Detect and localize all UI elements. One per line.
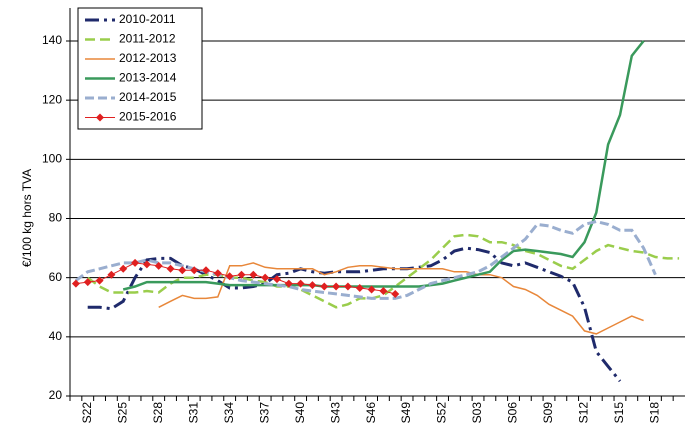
series-line [86,233,680,309]
series-line [87,246,622,383]
x-tick-label: S09 [541,402,555,424]
legend-label: 2014-2015 [119,90,177,104]
point-marker [107,270,116,279]
legend-label: 2013-2014 [119,71,177,85]
point-marker [142,260,151,269]
x-tick-label: S46 [364,402,378,424]
x-tick-label: S18 [648,402,662,424]
point-marker [95,276,104,285]
legend-label: 2012-2013 [119,51,177,65]
point-marker [237,270,246,279]
x-tick-label: S52 [435,402,449,424]
point-marker [355,284,364,293]
point-marker [332,282,341,291]
y-tick-label: 120 [42,92,62,106]
point-marker [249,270,258,279]
y-tick-label: 60 [49,270,63,284]
point-marker [213,269,222,278]
x-tick-label: S40 [293,402,307,424]
point-marker [71,279,80,288]
point-marker [296,279,305,288]
point-marker [190,266,199,275]
x-tick-label: S03 [470,402,484,424]
point-marker [320,282,329,291]
point-marker [154,261,163,270]
y-axis-label: €/100 kg hors TVA [20,169,34,267]
x-tick-label: S31 [186,402,200,424]
point-marker [308,281,317,290]
x-tick-label: S25 [115,402,129,424]
legend-marker [96,113,104,122]
point-marker [284,279,293,288]
legend-label: 2011-2012 [119,32,176,46]
point-marker [166,264,175,273]
y-tick-label: 40 [49,329,63,343]
x-tick-label: S34 [222,402,236,424]
series-line [75,262,396,295]
legend-label: 2010-2011 [119,12,176,26]
legend-box [77,7,203,130]
point-marker [261,273,270,282]
x-tick-label: S28 [151,402,165,424]
point-marker [83,278,92,287]
x-tick-label: S37 [257,402,271,424]
series-line [75,219,657,300]
y-tick-label: 20 [49,388,63,402]
x-tick-label: S22 [80,402,94,424]
point-marker [367,285,376,294]
point-marker [178,266,187,275]
point-marker [119,264,128,273]
series-line [122,40,645,291]
point-marker [343,282,352,291]
point-marker [202,266,211,275]
x-tick-label: S43 [328,402,342,424]
x-tick-label: S49 [399,402,413,424]
x-tick-label: S12 [577,402,591,424]
x-tick-label: S06 [506,402,520,424]
y-tick-label: 80 [49,211,63,225]
series-line [158,262,644,335]
point-marker [131,258,140,267]
point-marker [379,286,388,295]
point-marker [391,289,400,298]
point-marker [272,275,281,284]
legend-label: 2015-2016 [119,110,177,124]
point-marker [225,272,234,281]
y-tick-label: 140 [42,33,62,47]
x-tick-label: S15 [612,402,626,424]
y-tick-label: 100 [42,152,62,166]
